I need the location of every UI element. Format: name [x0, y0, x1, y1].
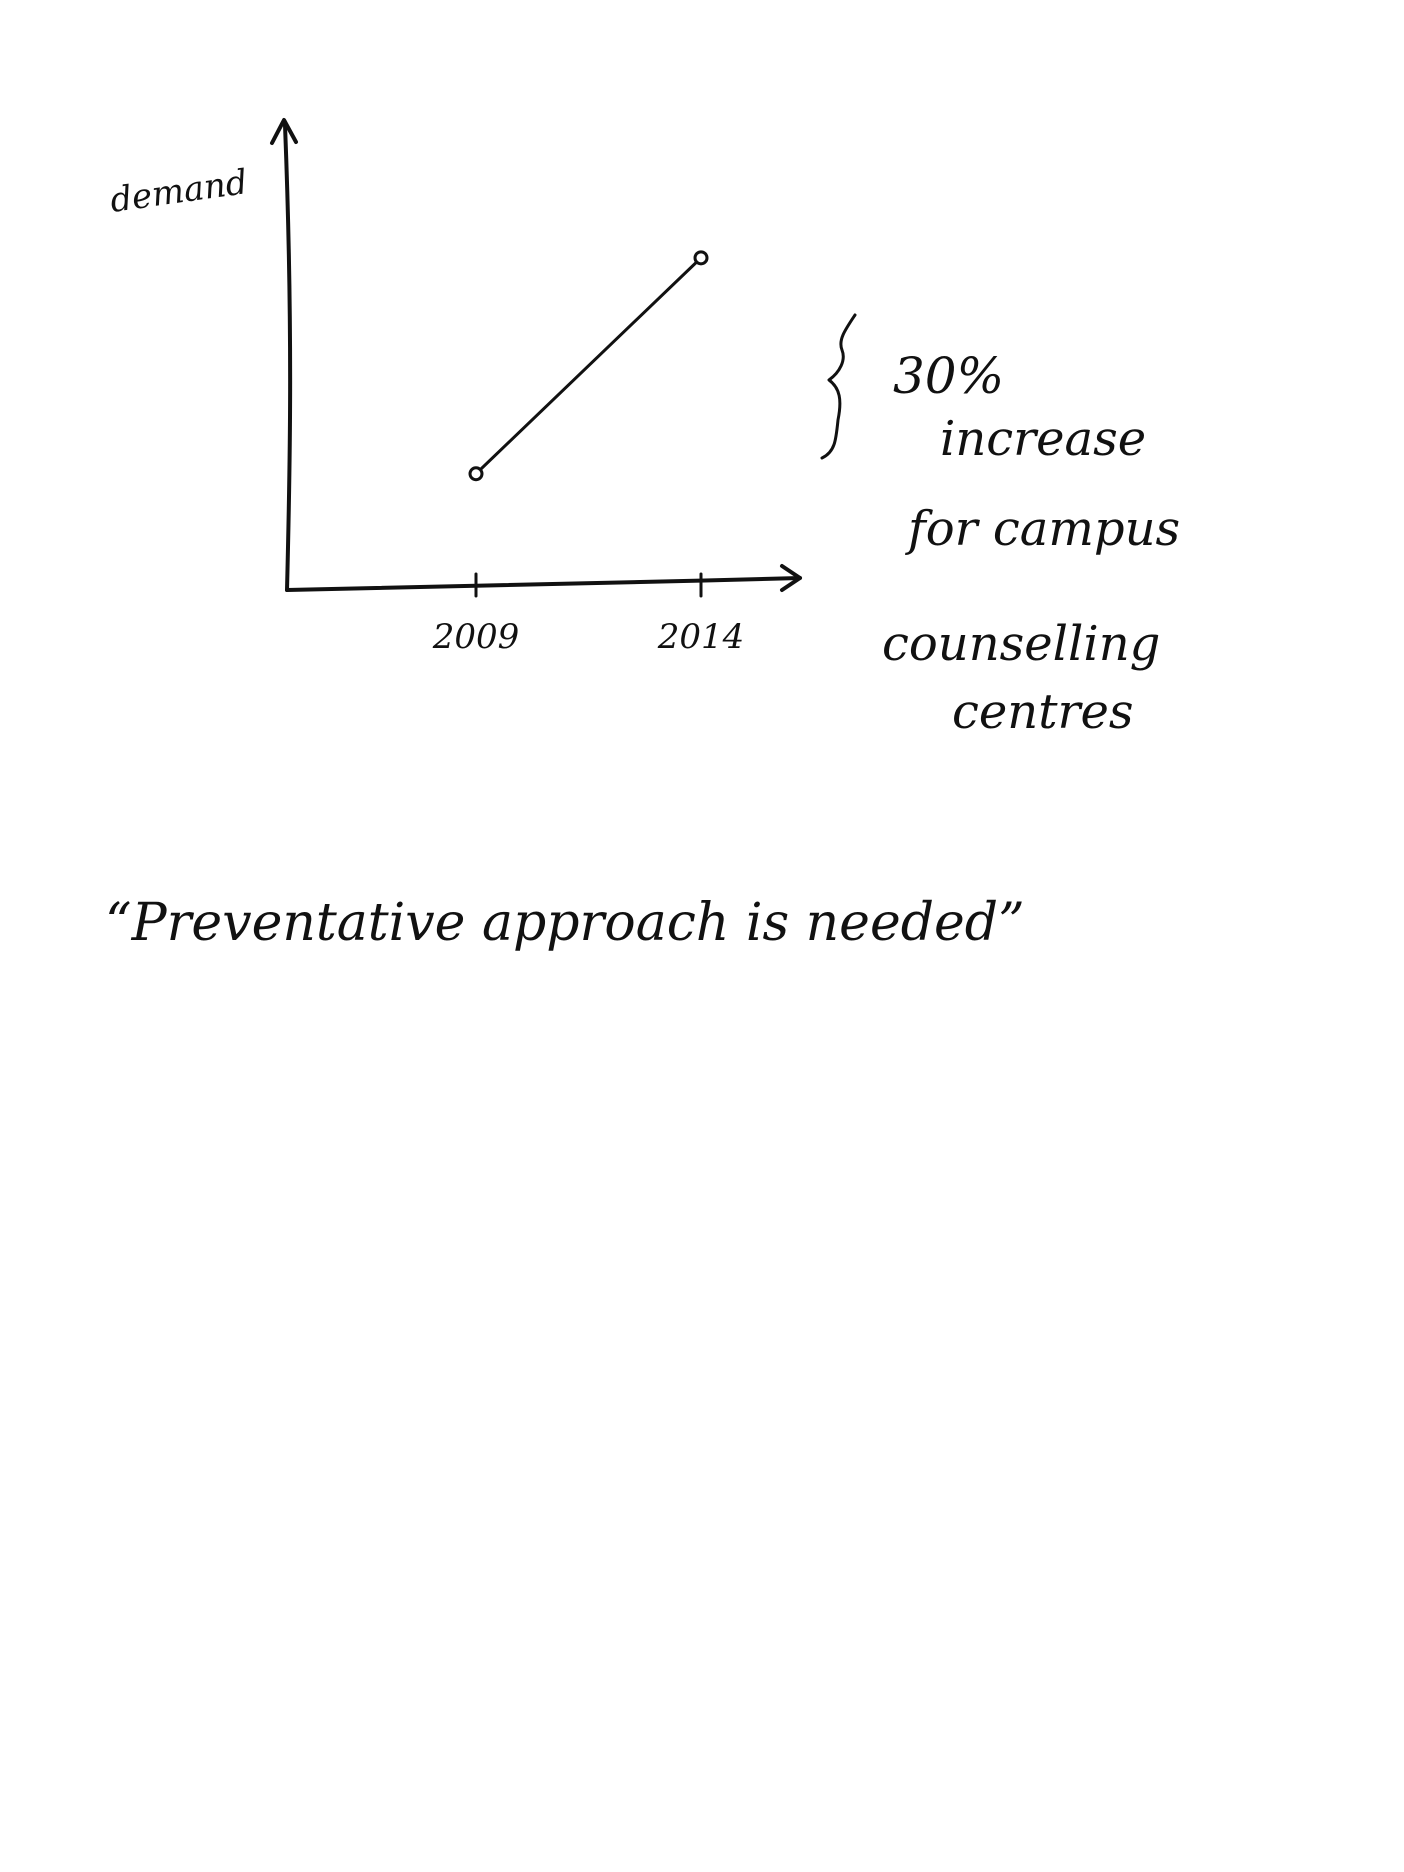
x-axis-arrowhead	[780, 564, 802, 592]
quote-text: “Preventative approach is needed”	[105, 893, 1025, 953]
y-axis-label: demand	[108, 162, 250, 221]
x-tick-label: 2009	[432, 617, 520, 657]
x-axis	[285, 576, 802, 592]
series-line	[474, 256, 703, 476]
data-point	[468, 466, 484, 482]
annotation-line-5: centres	[952, 684, 1133, 740]
annotation-line-1: 30%	[893, 347, 1004, 405]
x-tick-label: 2014	[657, 617, 745, 657]
annotation-line-2: increase	[940, 411, 1146, 467]
y-axis-arrowhead	[270, 118, 298, 145]
data-point	[693, 250, 709, 266]
annotation-line-3: for campus	[905, 501, 1180, 557]
annotation-line-4: counselling	[882, 616, 1160, 672]
y-axis	[283, 123, 293, 592]
data-series	[468, 250, 709, 482]
annotation-brace	[820, 313, 857, 460]
x-tick-group: 2009 2014	[432, 572, 745, 657]
